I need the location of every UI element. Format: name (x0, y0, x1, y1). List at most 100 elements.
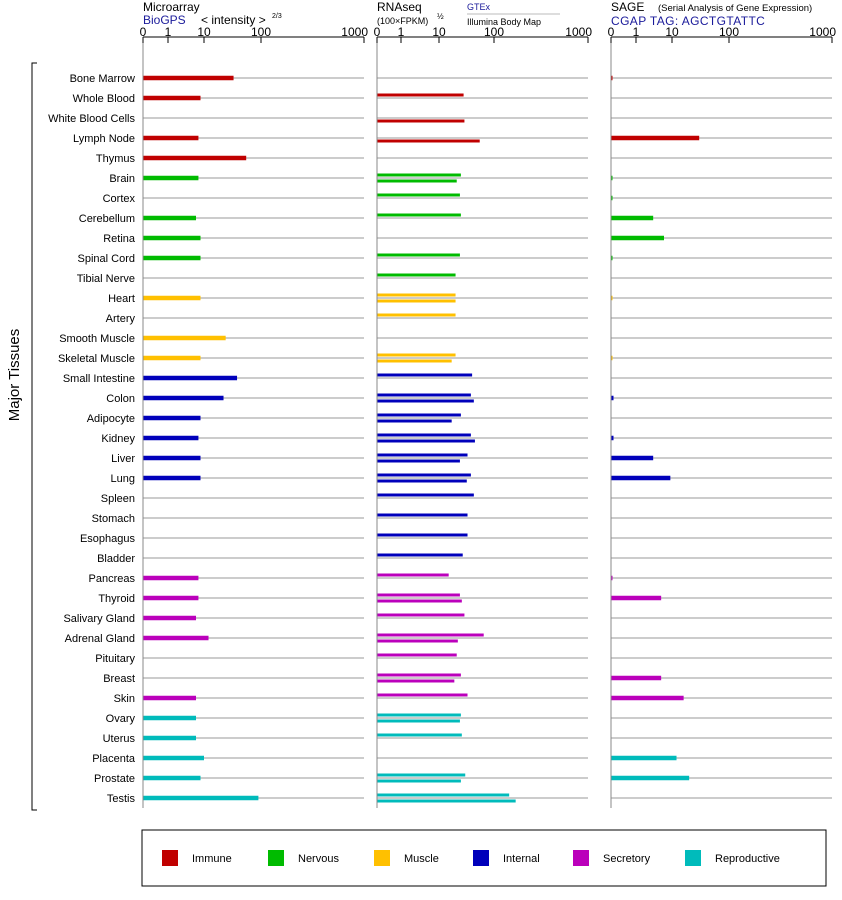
tissue-label: Esophagus (80, 533, 136, 545)
sage-bar (611, 355, 613, 361)
tissue-label: Stomach (92, 513, 135, 525)
microarray-bar (143, 135, 199, 141)
tissue-label: Colon (106, 393, 135, 405)
microarray-bar (143, 775, 201, 781)
sage-bar (611, 575, 613, 581)
microarray-bar (143, 295, 201, 301)
panel1-scale-label: < intensity > (201, 13, 266, 27)
tissue-label: Adipocyte (87, 413, 135, 425)
tissue-label: Breast (103, 673, 135, 685)
rnaseq-gtex-bar (377, 393, 471, 397)
rnaseq-gtex-bar (377, 633, 484, 637)
rnaseq-gtex-bar (377, 733, 462, 737)
rnaseq-bodymap-bar (377, 639, 458, 643)
panel3-tick-label: 10 (665, 25, 679, 39)
tissue-label: Bone Marrow (70, 73, 135, 85)
panel3-tag-label: CGAP TAG: AGCTGTATTC (611, 14, 765, 28)
microarray-bar (143, 395, 224, 401)
rnaseq-gtex-bar (377, 493, 474, 497)
rnaseq-bodymap-bar (377, 419, 452, 423)
rnaseq-bodymap-bar (377, 139, 480, 143)
panel3-tick-label: 1 (633, 25, 640, 39)
tissue-label: Spinal Cord (78, 253, 135, 265)
rnaseq-bodymap-bar (377, 719, 460, 723)
tissue-label: Pancreas (89, 573, 136, 585)
rnaseq-gtex-bar (377, 473, 471, 477)
panel1-link-biogps[interactable]: BioGPS (143, 13, 186, 27)
sage-bar (611, 195, 613, 201)
microarray-bar (143, 355, 201, 361)
rnaseq-bodymap-bar (377, 399, 474, 403)
row-axis-label: Major Tissues (6, 329, 23, 422)
sage-bar (611, 175, 613, 181)
rnaseq-gtex-bar (377, 453, 468, 457)
rnaseq-gtex-bar (377, 273, 456, 277)
sage-bar (611, 755, 677, 761)
tissue-label: Artery (106, 313, 136, 325)
legend-swatch-nervous (268, 850, 284, 866)
tissue-label: Small Intestine (63, 373, 135, 385)
sage-bar (611, 455, 654, 461)
rnaseq-gtex-bar (377, 293, 456, 297)
rnaseq-bodymap-bar (377, 179, 457, 183)
sage-bar (611, 395, 614, 401)
rnaseq-gtex-bar (377, 713, 461, 717)
panel1-scale-exponent: 2/3 (272, 13, 282, 20)
legend-label-internal: Internal (503, 853, 540, 865)
microarray-bar (143, 155, 247, 161)
row-bracket (31, 62, 37, 811)
rnaseq-gtex-bar (377, 553, 463, 557)
panel3-title: SAGE (611, 0, 644, 14)
axes: 0 1 10 100 1000 0 1 10 100 1000 0 1 10 100 1000 (140, 25, 836, 808)
rnaseq-gtex-bar (377, 533, 468, 537)
rnaseq-bodymap-bar (377, 299, 456, 303)
rnaseq-gtex-bar (377, 253, 460, 257)
microarray-bar (143, 75, 234, 81)
rnaseq-gtex-bar (377, 613, 465, 617)
sage-bar (611, 695, 684, 701)
tissue-label: Cortex (103, 193, 136, 205)
tissue-label: White Blood Cells (48, 113, 135, 125)
sage-bar (611, 595, 662, 601)
rnaseq-bodymap-bar (377, 479, 467, 483)
panel2-scale-exponent: ½ (437, 12, 444, 21)
tissue-label: Cerebellum (79, 213, 135, 225)
sage-bar (611, 295, 613, 301)
tissue-label: Bladder (97, 553, 135, 565)
panel2-tick-label: 0 (374, 25, 381, 39)
tissue-label: Smooth Muscle (59, 333, 135, 345)
panel2-legend-gtex[interactable]: GTEx (467, 2, 491, 12)
legend-swatch-muscle (374, 850, 390, 866)
tissue-label: Lung (111, 473, 135, 485)
sage-bar (611, 75, 613, 81)
tissue-label: Tibial Nerve (77, 273, 135, 285)
rnaseq-gtex-bar (377, 513, 468, 517)
rnaseq-gtex-bar (377, 193, 460, 197)
microarray-bar (143, 95, 201, 101)
rnaseq-bodymap-bar (377, 439, 475, 443)
legend-label-nervous: Nervous (298, 853, 339, 865)
microarray-bar (143, 595, 199, 601)
panel2-tick-label: 10 (432, 25, 446, 39)
microarray-bar (143, 755, 204, 761)
sage-bar (611, 235, 665, 241)
rnaseq-bodymap-bar (377, 799, 516, 803)
rnaseq-gtex-bar (377, 653, 457, 657)
rnaseq-bodymap-bar (377, 459, 460, 463)
rnaseq-gtex-bar (377, 313, 456, 317)
rnaseq-bodymap-bar (377, 599, 462, 603)
tissue-label: Thyroid (98, 593, 135, 605)
tissue-label: Retina (103, 233, 136, 245)
legend-swatch-internal (473, 850, 489, 866)
rnaseq-gtex-bar (377, 373, 473, 377)
tissue-label: Heart (108, 293, 135, 305)
legend-label-immune: Immune (192, 853, 232, 865)
rnaseq-gtex-bar (377, 173, 461, 177)
tissue-label: Placenta (92, 753, 136, 765)
tissue-label: Prostate (94, 773, 135, 785)
rnaseq-gtex-bar (377, 673, 461, 677)
tissue-label: Ovary (106, 713, 136, 725)
rnaseq-gtex-bar (377, 433, 471, 437)
legend-swatch-secretory (573, 850, 589, 866)
